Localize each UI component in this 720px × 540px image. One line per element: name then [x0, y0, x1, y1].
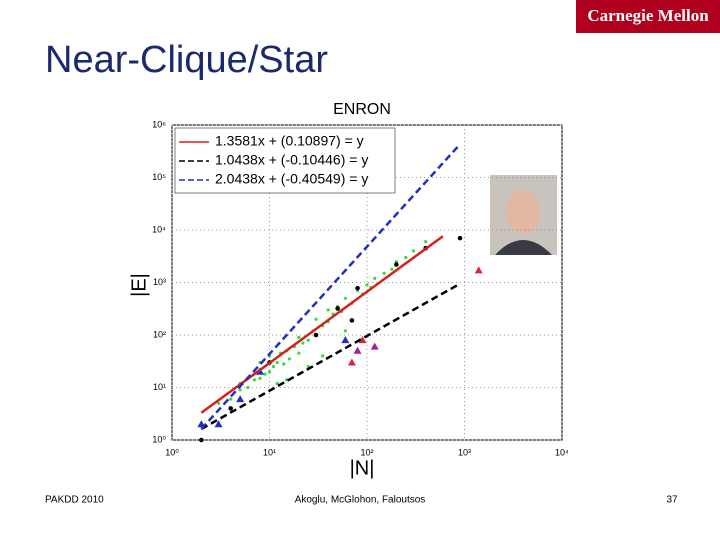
- point: [238, 388, 242, 392]
- point: [382, 271, 386, 275]
- logo: Carnegie Mellon: [587, 6, 709, 25]
- point: [297, 335, 301, 340]
- point: [314, 317, 318, 321]
- fit-line: [200, 235, 444, 414]
- point: [411, 249, 416, 253]
- point: [347, 358, 356, 366]
- point: [297, 351, 301, 355]
- legend-label: 1.0438x + (-0.10446) = y: [215, 152, 368, 168]
- y-tick-label: 10⁵: [152, 172, 166, 182]
- point: [271, 365, 276, 369]
- point: [282, 362, 286, 366]
- point: [236, 395, 245, 403]
- point: [355, 285, 360, 291]
- x-label: |N|: [350, 457, 375, 479]
- y-tick-label: 10⁶: [152, 119, 166, 129]
- point: [287, 357, 292, 361]
- point: [390, 267, 394, 271]
- slide-title: Near-Clique/Star: [45, 39, 328, 81]
- point: [275, 381, 279, 385]
- point: [373, 276, 377, 280]
- x-tick-label: 10¹: [263, 447, 276, 457]
- point: [214, 420, 223, 428]
- point: [275, 360, 279, 365]
- page-number: 37: [666, 495, 678, 506]
- point: [343, 296, 347, 300]
- y-tick-label: 10²: [153, 329, 166, 339]
- legend-box: [174, 127, 396, 194]
- point: [341, 336, 350, 344]
- chart-title: ENRON: [333, 101, 391, 118]
- point: [353, 346, 362, 354]
- fit-line: [200, 282, 461, 431]
- point: [343, 329, 347, 333]
- photo: [490, 175, 557, 255]
- point: [326, 308, 330, 312]
- x-tick-label: 10²: [360, 447, 373, 457]
- footer-center: Akoglu, McGlohon, Faloutsos: [295, 495, 426, 506]
- point: [228, 406, 234, 411]
- point: [313, 332, 319, 338]
- point: [457, 235, 463, 241]
- x-tick-label: 10⁰: [165, 447, 179, 457]
- point: [258, 376, 262, 380]
- point: [474, 266, 483, 274]
- logo-box: [576, 0, 720, 33]
- y-label: |E|: [128, 273, 150, 297]
- point: [320, 354, 325, 358]
- legend-label: 1.3581x + (0.10897) = y: [215, 133, 364, 149]
- footer-left: PAKDD 2010: [45, 495, 104, 506]
- point: [358, 336, 367, 344]
- y-tick-label: 10⁴: [152, 224, 166, 234]
- point: [306, 338, 310, 342]
- point: [335, 306, 340, 311]
- x-tick-label: 10³: [458, 447, 471, 457]
- point: [349, 318, 355, 323]
- y-tick-label: 10⁰: [152, 434, 166, 444]
- point: [365, 283, 369, 287]
- point: [199, 437, 204, 443]
- y-tick-label: 10³: [153, 277, 166, 287]
- point: [263, 372, 267, 376]
- x-tick-label: 10⁴: [555, 447, 569, 457]
- point: [370, 342, 379, 350]
- point: [285, 378, 289, 382]
- fit-line: [200, 143, 461, 430]
- point: [404, 255, 408, 260]
- point: [301, 341, 305, 345]
- point: [424, 240, 428, 244]
- point: [216, 401, 221, 405]
- legend-label: 2.0438x + (-0.40549) = y: [215, 171, 368, 187]
- point: [267, 370, 272, 374]
- point: [394, 262, 399, 267]
- point: [252, 378, 256, 382]
- y-tick-label: 10¹: [153, 382, 166, 392]
- point: [229, 397, 233, 401]
- point: [246, 385, 250, 390]
